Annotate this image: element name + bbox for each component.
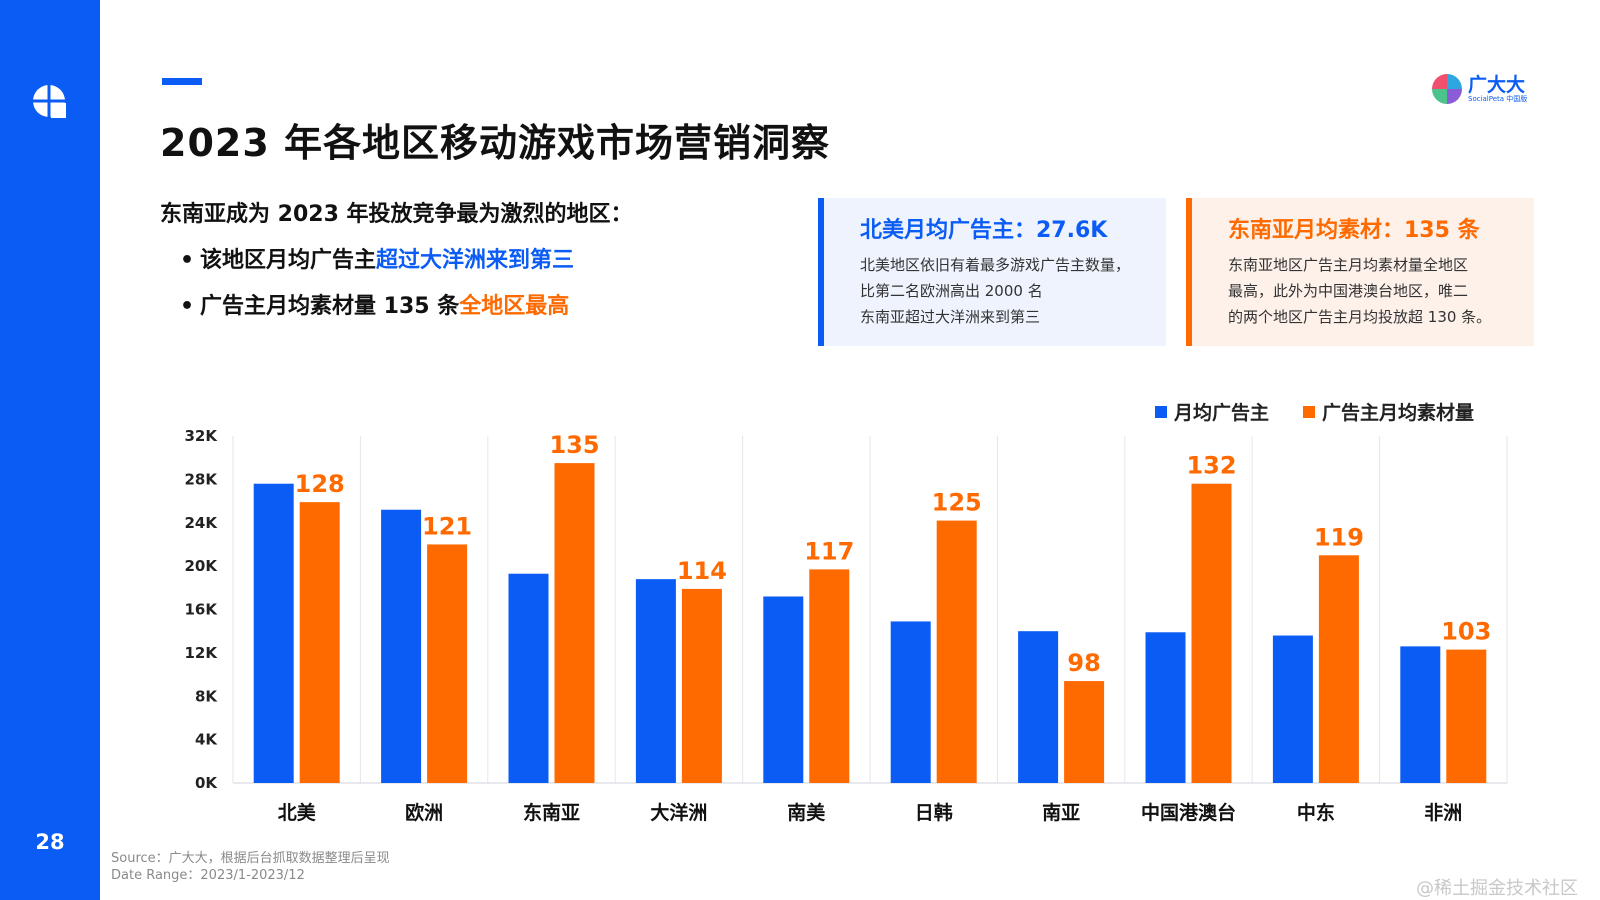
- legend-swatch-blue: [1155, 405, 1167, 418]
- bar-advertisers: [763, 596, 804, 783]
- bullet-dot: •: [180, 248, 195, 273]
- intro-block: 东南亚成为 2023 年投放竞争最为激烈的地区： • 该地区月均广告主超过大洋洲来…: [160, 196, 633, 320]
- x-tick-label: 南亚: [1042, 802, 1080, 824]
- data-label: 119: [1314, 523, 1364, 551]
- bar-advertisers: [253, 483, 294, 783]
- card-southeast-asia: 东南亚月均素材：135 条 东南亚地区广告主月均素材量全地区 最高，此外为中国港…: [1186, 198, 1534, 346]
- y-tick-label: 4K: [195, 731, 218, 749]
- y-tick-label: 24K: [185, 514, 219, 532]
- bar-advertisers: [1400, 646, 1441, 783]
- bar-creatives: [1064, 681, 1105, 783]
- intro-bullet-2: • 广告主月均素材量 135 条全地区最高: [160, 288, 633, 320]
- bullet-1-text: 该地区月均广告主: [200, 248, 377, 273]
- data-label: 135: [549, 431, 599, 459]
- bar-creatives: [681, 588, 722, 783]
- card-north-america: 北美月均广告主：27.6K 北美地区依旧有着最多游戏广告主数量， 比第二名欧洲高…: [818, 198, 1166, 346]
- bar-creatives: [299, 502, 340, 783]
- bar-creatives: [427, 544, 468, 783]
- bar-advertisers: [635, 579, 676, 783]
- bar-advertisers: [381, 509, 422, 783]
- title-accent-bar: [162, 78, 202, 85]
- card-left-title: 北美月均广告主：27.6K: [860, 218, 1108, 243]
- card-left-line: 东南亚超过大洋洲来到第三: [860, 308, 1041, 326]
- bar-creatives: [936, 520, 977, 783]
- bullet-1-highlight: 超过大洋洲来到第三: [376, 248, 575, 273]
- sidebar: 28: [0, 0, 100, 900]
- source-line: Source：广大大，根据后台抓取数据整理后呈现: [111, 851, 390, 866]
- y-tick-label: 20K: [185, 557, 219, 575]
- x-tick-label: 东南亚: [523, 801, 580, 824]
- y-tick-label: 8K: [195, 687, 218, 705]
- y-tick-label: 16K: [185, 601, 219, 619]
- data-label: 103: [1441, 618, 1491, 646]
- card-right-line: 最高，此外为中国港澳台地区，唯二: [1228, 282, 1469, 300]
- y-tick-label: 0K: [195, 774, 218, 792]
- legend-item-advertisers: 月均广告主: [1155, 398, 1269, 425]
- brand-logo-icon: [32, 84, 66, 118]
- data-label: 98: [1067, 649, 1100, 677]
- y-tick-label: 12K: [185, 644, 219, 662]
- card-right-title: 东南亚月均素材：135 条: [1228, 218, 1480, 243]
- data-label: 125: [932, 489, 982, 517]
- bullet-2-highlight: 全地区最高: [459, 294, 570, 319]
- x-tick-label: 南美: [787, 801, 826, 824]
- watermark: @稀土掘金技术社区: [1416, 878, 1578, 899]
- x-tick-label: 非洲: [1424, 802, 1462, 824]
- brand-pie-icon: [1432, 74, 1462, 104]
- x-tick-label: 中国港澳台: [1141, 801, 1236, 824]
- x-tick-label: 欧洲: [405, 801, 443, 824]
- legend-label: 月均广告主: [1174, 402, 1270, 424]
- page-number: 28: [35, 830, 65, 854]
- legend-item-creatives: 广告主月均素材量: [1303, 398, 1474, 425]
- data-label: 114: [677, 557, 727, 585]
- x-tick-label: 大洋洲: [650, 801, 707, 824]
- legend-label: 广告主月均素材量: [1322, 402, 1475, 424]
- card-right-line: 的两个地区广告主月均投放超 130 条。: [1228, 308, 1492, 326]
- bar-creatives: [809, 569, 850, 783]
- bar-advertisers: [508, 573, 549, 783]
- brand-logo: 广大大 SocialPeta 中国版: [1432, 74, 1527, 104]
- bar-advertisers: [1145, 632, 1186, 783]
- source-note: Source：广大大，根据后台抓取数据整理后呈现 Date Range：2023…: [111, 850, 390, 884]
- x-tick-label: 日韩: [915, 801, 953, 824]
- bullet-dot: •: [180, 294, 195, 319]
- bar-creatives: [1191, 483, 1232, 783]
- brand-name: 广大大: [1468, 73, 1526, 96]
- page-title: 2023 年各地区移动游戏市场营销洞察: [160, 121, 830, 165]
- x-tick-label: 中东: [1297, 801, 1335, 824]
- card-right-body: 东南亚地区广告主月均素材量全地区 最高，此外为中国港澳台地区，唯二 的两个地区广…: [1228, 252, 1518, 330]
- card-right-line: 东南亚地区广告主月均素材量全地区: [1228, 256, 1469, 274]
- y-tick-label: 32K: [185, 427, 219, 445]
- data-label: 128: [295, 470, 345, 498]
- bar-creatives: [1446, 649, 1487, 783]
- bar-creatives: [554, 463, 595, 783]
- intro-bullet-1: • 该地区月均广告主超过大洋洲来到第三: [160, 242, 633, 274]
- bar-advertisers: [1272, 635, 1313, 783]
- data-label: 132: [1186, 452, 1236, 480]
- bullet-2-text: 广告主月均素材量 135 条: [200, 294, 460, 319]
- y-tick-label: 28K: [185, 470, 219, 488]
- chart-legend: 月均广告主 广告主月均素材量: [1155, 398, 1508, 425]
- card-left-line: 比第二名欧洲高出 2000 名: [860, 282, 1043, 300]
- legend-swatch-orange: [1303, 405, 1316, 418]
- intro-heading: 东南亚成为 2023 年投放竞争最为激烈的地区：: [160, 202, 633, 227]
- date-range-line: Date Range：2023/1-2023/12: [111, 868, 305, 883]
- bar-creatives: [1318, 555, 1359, 783]
- bar-advertisers: [1018, 631, 1059, 783]
- brand-sub: SocialPeta 中国版: [1468, 94, 1528, 103]
- data-label: 117: [804, 537, 854, 565]
- x-tick-label: 北美: [278, 801, 317, 824]
- card-left-line: 北美地区依旧有着最多游戏广告主数量，: [860, 256, 1131, 274]
- card-left-body: 北美地区依旧有着最多游戏广告主数量， 比第二名欧洲高出 2000 名 东南亚超过…: [860, 252, 1150, 330]
- bar-advertisers: [890, 621, 931, 783]
- data-label: 121: [422, 512, 472, 540]
